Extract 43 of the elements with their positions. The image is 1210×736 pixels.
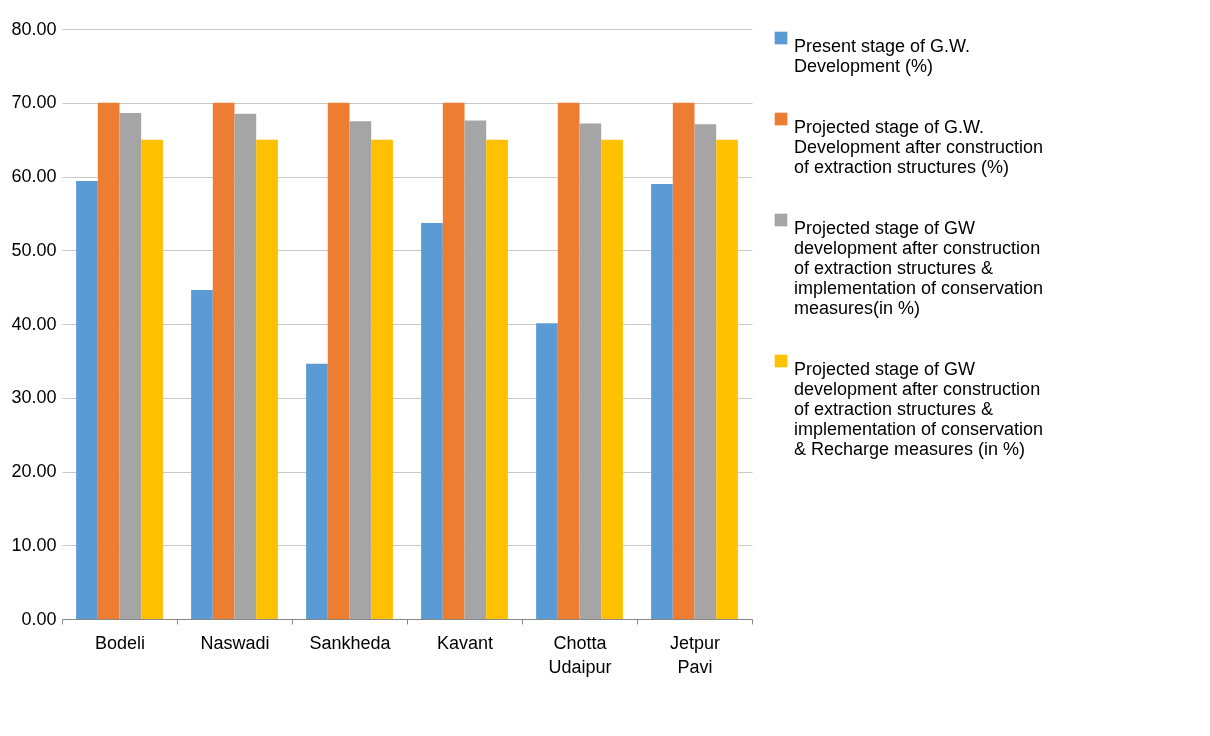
bar [349, 121, 372, 619]
legend-label: Projected stage of GW development after construction of extraction structures & implementation of conservation & Recharge measures (in %) [794, 359, 1044, 459]
y-tick-label: 30.00 [11, 387, 57, 408]
bar [694, 124, 717, 619]
y-tick-label: 40.00 [11, 313, 57, 334]
y-tick-label: 60.00 [11, 166, 57, 186]
bar [119, 113, 142, 619]
bar [421, 222, 443, 619]
bar [536, 323, 558, 619]
y-tick-label: 10.00 [11, 534, 57, 555]
y-tick-label: 20.00 [11, 461, 57, 481]
bar [601, 139, 623, 619]
bar [672, 102, 695, 619]
bar [256, 139, 278, 619]
bar [76, 180, 98, 619]
y-tick-label: 70.00 [11, 92, 57, 113]
bar [141, 139, 163, 619]
x-tick-label: Jetpur Pavi [669, 632, 721, 677]
bar [234, 113, 257, 619]
bar [651, 183, 673, 619]
legend-label: Projected stage of G.W. Development after construction of extraction structures (%) [794, 117, 1044, 177]
x-tick-label: Bodeli [94, 632, 146, 653]
bar [306, 363, 328, 619]
bar [486, 139, 508, 619]
bar [442, 102, 465, 619]
y-tick-label: 50.00 [11, 239, 57, 260]
x-tick-label: Naswadi [200, 632, 270, 653]
bar [557, 102, 580, 619]
x-tick-label: Kavant [436, 632, 494, 653]
y-tick-label: 0.00 [21, 608, 57, 629]
legend-label: Projected stage of GW development after construction of extraction structures & implementation of conservation measures(in %) [794, 218, 1044, 318]
x-tick-label: Chotta Udaipur [548, 632, 612, 677]
legend-label: Present stage of G.W. Development (%) [794, 36, 971, 76]
bar [579, 123, 602, 619]
x-tick-label: Sankheda [309, 632, 392, 653]
bar [191, 290, 213, 619]
bar [371, 139, 393, 619]
bar [716, 139, 738, 619]
bar [327, 102, 350, 619]
bar [97, 102, 120, 619]
bar [464, 120, 487, 619]
y-tick-label: 80.00 [11, 18, 57, 39]
bar [212, 102, 235, 619]
